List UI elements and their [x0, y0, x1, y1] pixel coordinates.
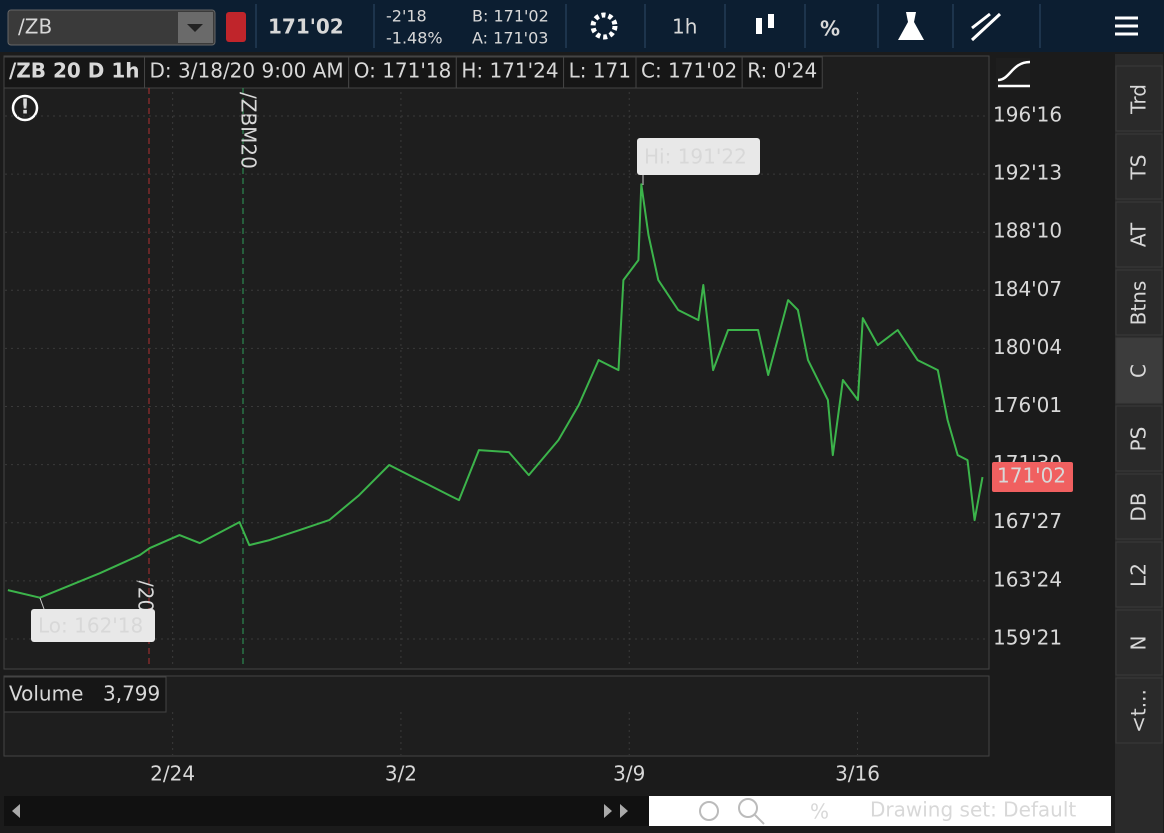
volume-header	[3, 676, 167, 713]
change-percent: -1.48%	[386, 29, 443, 48]
info-cell-bg	[563, 56, 637, 89]
y-tick-label: 196'16	[993, 102, 1062, 126]
high-box	[637, 138, 760, 175]
scrollbar[interactable]	[4, 796, 649, 826]
info-cell: L: 171	[569, 59, 631, 83]
sidebar-tab-label: AT	[1127, 222, 1151, 247]
sidebar-tab[interactable]	[1115, 65, 1163, 132]
percent-icon[interactable]: %	[810, 800, 829, 824]
x-tick-label: 3/9	[613, 762, 645, 786]
symbol: /ZB	[18, 15, 52, 39]
sidebar-tab-label: N	[1127, 636, 1151, 651]
alert-icon[interactable]	[11, 94, 39, 122]
info-cell-bg	[348, 56, 457, 89]
y-tick-label: 188'10	[993, 219, 1062, 243]
price-panel	[3, 55, 990, 670]
sidebar-tab-label: Trd	[1127, 84, 1151, 115]
drawing-set[interactable]: Drawing set: Default	[870, 798, 1076, 822]
sidebar-tab[interactable]	[1115, 473, 1163, 540]
sidebar-tab[interactable]	[1115, 269, 1163, 336]
sidebar-tab[interactable]	[1115, 405, 1163, 472]
x-tick-label: 3/2	[385, 762, 417, 786]
sidebar-tab[interactable]	[1115, 541, 1163, 608]
sidebar-tab-label: TS	[1127, 155, 1151, 181]
sidebar-tab-label: C	[1127, 364, 1151, 378]
sidebar-tab-label: <t...	[1127, 689, 1151, 733]
info-bar: /ZB 20 D 1h D: 3/18/20 9:00 AM O: 171'18 H:…	[3, 56, 823, 89]
toolbar-separators	[255, 4, 1041, 48]
high-label: Hi: 191'22	[644, 145, 747, 169]
y-tick-label: 167'27	[993, 509, 1062, 533]
volume-title: Volume	[9, 682, 83, 706]
sidebar-tab[interactable]	[1115, 677, 1163, 744]
volume-panel	[3, 675, 990, 757]
info-cell: H: 171'24	[461, 59, 558, 83]
y-tick-label: 176'01	[993, 393, 1062, 417]
volume-value: 3,799	[103, 682, 160, 706]
last-price: 171'02	[268, 15, 344, 39]
ask: A: 171'03	[472, 29, 548, 48]
last-price-box	[992, 462, 1073, 493]
sidebar-tab-label: DB	[1127, 492, 1151, 521]
low-label: Lo: 162'18	[38, 614, 143, 638]
link-badge[interactable]	[226, 12, 246, 42]
info-cell-bg	[144, 56, 350, 89]
y-tick-label: 180'04	[993, 335, 1062, 359]
alert-mark: !	[20, 95, 29, 119]
x-tick-label: 3/16	[835, 762, 880, 786]
marker-label: /20	[134, 580, 158, 612]
info-cell-bg	[635, 56, 743, 89]
sidebar-tab-label: PS	[1127, 427, 1151, 452]
last-price-label: 171'02	[997, 464, 1066, 488]
info-cell: /ZB 20 D 1h	[9, 59, 140, 83]
y-tick-label: 184'07	[993, 277, 1062, 301]
marker-label: /ZBM20	[237, 92, 261, 169]
price-line	[7, 183, 984, 599]
bid: B: 171'02	[472, 7, 549, 26]
drawing-toolbar	[649, 796, 1111, 826]
change: -2'18	[386, 7, 427, 26]
info-cell-bg	[3, 56, 146, 89]
info-cell: R: 0'24	[747, 59, 817, 83]
info-cell: D: 3/18/20 9:00 AM	[150, 59, 344, 83]
sidebar-tab-label: L2	[1127, 563, 1151, 587]
x-tick-label: 2/24	[150, 762, 195, 786]
sidebar-tab[interactable]	[1115, 133, 1163, 200]
low-pointer	[39, 597, 45, 610]
info-cell-bg	[741, 56, 823, 89]
y-tick-label: 192'13	[993, 161, 1062, 185]
timeframe[interactable]: 1h	[672, 15, 697, 39]
drawing-icons[interactable]	[699, 798, 765, 825]
style-icon[interactable]	[997, 60, 1031, 88]
svg-text:%: %	[820, 17, 840, 41]
y-tick-label: 159'21	[993, 625, 1062, 649]
info-cell: C: 171'02	[641, 59, 737, 83]
symbol-box[interactable]	[7, 9, 216, 46]
y-tick-label: 163'24	[993, 567, 1062, 591]
sidebar-tab[interactable]	[1115, 609, 1163, 676]
dropdown-arrow	[187, 24, 203, 32]
low-box	[31, 609, 155, 642]
sidebar-tab[interactable]	[1115, 337, 1163, 404]
sidebar-tab[interactable]	[1115, 201, 1163, 268]
sidebar-tab-label: Btns	[1127, 281, 1151, 326]
info-cell: O: 171'18	[354, 59, 452, 83]
toolbar-icons[interactable]: %	[590, 12, 1138, 42]
